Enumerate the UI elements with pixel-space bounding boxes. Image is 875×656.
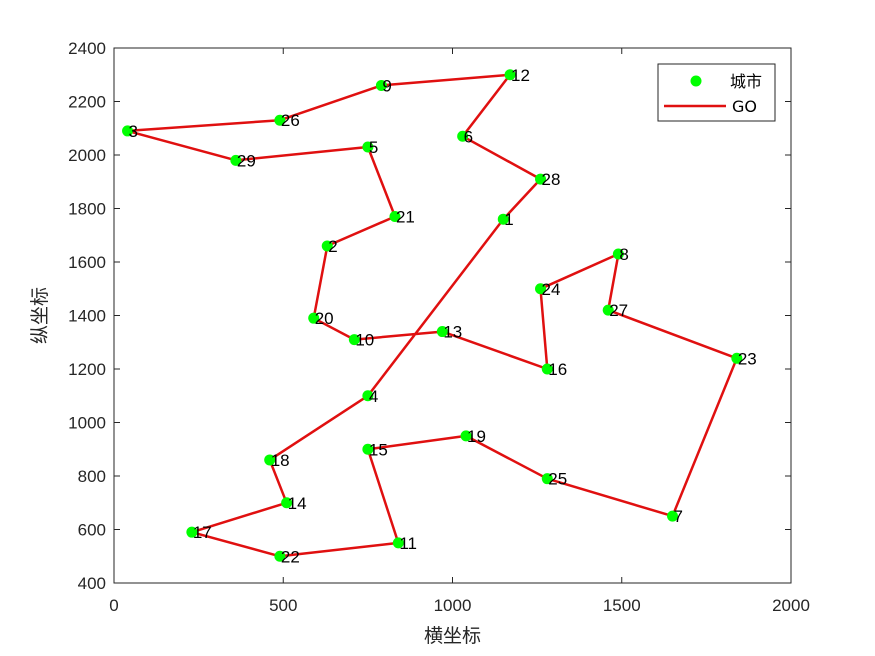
city-point (436, 326, 448, 338)
city-point (460, 430, 472, 442)
city-point (457, 130, 469, 142)
x-axis-ticks: 0 500 1000 1500 2000 (109, 48, 810, 615)
city-label: 29 (237, 151, 256, 170)
points-layer (122, 69, 743, 562)
x-tick-label: 500 (269, 596, 297, 615)
city-point (541, 363, 553, 375)
city-point (535, 283, 547, 295)
city-point (264, 454, 276, 466)
city-point (497, 213, 509, 225)
legend: 城市 GO (657, 63, 776, 122)
city-point (667, 510, 679, 522)
y-tick-label: 1400 (68, 307, 106, 326)
city-label: 26 (281, 111, 300, 130)
y-tick-label: 2200 (68, 93, 106, 112)
x-axis-title: 横坐标 (424, 625, 481, 647)
city-label: 24 (542, 280, 561, 299)
route-layer (126, 73, 739, 558)
city-label: 11 (399, 534, 417, 553)
city-label: 21 (396, 208, 415, 227)
city-point (504, 69, 516, 81)
city-label: 16 (548, 360, 567, 379)
city-point (362, 443, 374, 455)
y-axis-title: 纵坐标 (29, 287, 51, 344)
plot-background (114, 48, 791, 583)
legend-label-cities: 城市 (730, 72, 762, 91)
y-axis-ticks: 400 600 800 1000 1200 1400 1600 1800 2000 2200 240… (68, 39, 791, 593)
city-point (122, 125, 134, 137)
city-point (186, 526, 198, 538)
city-point (348, 334, 360, 346)
city-label: 2 (328, 237, 337, 256)
city-label: 1 (504, 210, 513, 229)
city-point (602, 304, 614, 316)
legend-marker-icon (690, 75, 702, 87)
city-label: 10 (355, 331, 374, 350)
y-tick-label: 400 (78, 574, 106, 593)
city-label: 17 (193, 523, 212, 542)
city-point (362, 141, 374, 153)
city-label: 25 (548, 470, 567, 489)
city-label: 7 (674, 507, 683, 526)
city-point (612, 248, 624, 260)
city-label: 18 (271, 451, 290, 470)
y-tick-label: 800 (78, 467, 106, 486)
city-label: 23 (738, 349, 757, 368)
city-label: 27 (609, 301, 628, 320)
city-label: 5 (369, 138, 378, 157)
city-label: 28 (542, 170, 561, 189)
y-tick-label: 600 (78, 521, 106, 540)
y-tick-label: 1600 (68, 253, 106, 272)
x-tick-label: 1500 (603, 596, 641, 615)
city-label: 3 (129, 122, 138, 141)
legend-box (657, 63, 776, 122)
x-tick-label: 1000 (434, 596, 472, 615)
city-label: 6 (464, 127, 473, 146)
city-label: 4 (369, 387, 378, 406)
point-labels-layer: 1234567891011121314151617181920212223242… (129, 66, 757, 567)
city-point (362, 390, 374, 402)
city-point (535, 173, 547, 185)
x-tick-label: 2000 (772, 596, 810, 615)
city-point (731, 352, 743, 364)
city-point (392, 537, 404, 549)
y-tick-label: 2400 (68, 39, 106, 58)
y-tick-label: 1800 (68, 200, 106, 219)
city-point (281, 497, 293, 509)
city-label: 14 (288, 494, 307, 513)
city-label: 8 (619, 245, 628, 264)
y-tick-label: 1000 (68, 414, 106, 433)
legend-label-route: GO (732, 97, 757, 116)
city-point (274, 550, 286, 562)
city-label: 19 (467, 427, 486, 446)
city-label: 20 (315, 309, 334, 328)
city-point (321, 240, 333, 252)
route-line (126, 73, 739, 558)
city-point (274, 114, 286, 126)
city-point (541, 473, 553, 485)
city-point (308, 312, 320, 324)
y-tick-label: 2000 (68, 146, 106, 165)
city-point (389, 211, 401, 223)
y-tick-label: 1200 (68, 360, 106, 379)
city-label: 12 (511, 66, 530, 85)
city-label: 22 (281, 547, 300, 566)
city-point (230, 154, 242, 166)
city-label: 15 (369, 440, 388, 459)
city-point (375, 79, 387, 91)
x-tick-label: 0 (109, 596, 118, 615)
city-label: 9 (382, 76, 391, 95)
city-label: 13 (443, 323, 462, 342)
